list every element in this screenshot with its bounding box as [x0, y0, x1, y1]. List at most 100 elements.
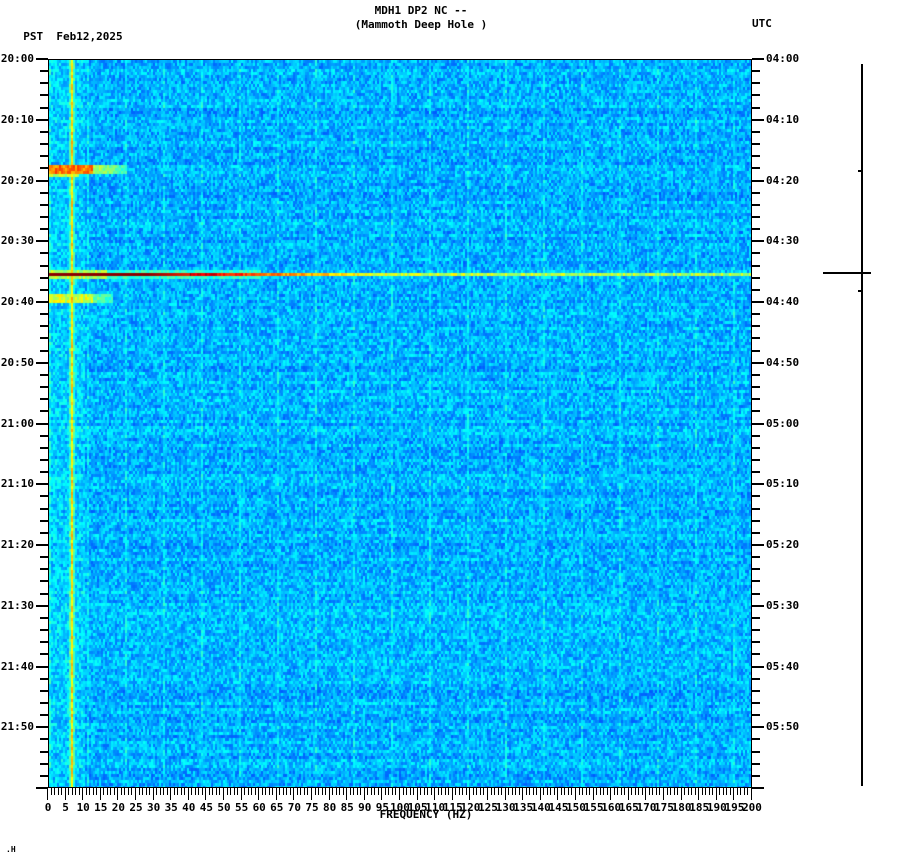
x-tick-minor — [578, 788, 580, 795]
x-tick-major — [399, 788, 400, 800]
x-tick-minor — [743, 788, 745, 795]
y-tick-minor-right — [752, 106, 760, 109]
x-tick-minor — [307, 788, 309, 795]
x-axis-label: 120 — [460, 801, 481, 814]
y-tick-minor-right — [752, 143, 760, 146]
x-axis-label: 155 — [583, 801, 604, 814]
x-tick-minor — [230, 788, 232, 795]
spectrogram-plot[interactable] — [48, 59, 752, 788]
time-cursor-crossbar[interactable] — [823, 272, 871, 274]
x-tick-minor — [142, 788, 144, 795]
x-tick-major — [610, 788, 612, 800]
x-tick-minor — [596, 788, 598, 795]
y-tick-minor-left — [40, 264, 48, 267]
x-tick-major — [557, 788, 559, 800]
y-tick-minor-left — [40, 203, 48, 206]
y-tick-minor-left — [40, 70, 48, 73]
x-tick-minor — [163, 788, 165, 795]
x-tick-minor — [50, 788, 52, 795]
x-tick-minor — [349, 788, 351, 795]
x-axis-label: 175 — [654, 801, 674, 814]
x-tick-minor — [490, 788, 492, 795]
x-tick-major — [275, 788, 277, 800]
x-axis-label: 130 — [495, 801, 516, 814]
y-tick-minor-left — [40, 714, 48, 717]
y-tick-major-left — [36, 301, 48, 303]
y-tick-major-left — [36, 787, 48, 789]
x-tick-minor — [61, 788, 63, 795]
x-tick-minor — [441, 788, 443, 795]
x-tick-minor — [726, 788, 728, 795]
y-tick-minor-left — [40, 94, 48, 97]
x-tick-major — [715, 788, 717, 800]
x-axis-label: 150 — [566, 801, 586, 814]
x-axis-label: 60 — [252, 801, 266, 814]
y-axis-label-utc: 04:10 — [766, 112, 800, 126]
spectrogram-image — [49, 60, 751, 787]
y-tick-minor-left — [40, 495, 48, 498]
y-tick-minor-right — [752, 568, 760, 571]
y-axis-label-pst: 21:40 — [0, 659, 34, 673]
x-tick-minor — [571, 788, 573, 795]
y-tick-major-left — [36, 240, 48, 243]
y-tick-minor-right — [752, 531, 760, 534]
x-axis-label: 80 — [322, 801, 337, 814]
y-tick-minor-right — [752, 228, 760, 231]
x-tick-minor — [367, 788, 369, 795]
y-axis-label-pst: 21:10 — [0, 477, 34, 491]
x-tick-minor — [687, 788, 689, 795]
x-tick-major — [328, 788, 330, 800]
y-tick-minor-right — [752, 629, 760, 632]
x-tick-minor — [173, 788, 175, 795]
x-axis-label: 65 — [270, 801, 284, 814]
x-tick-minor — [131, 788, 133, 795]
y-tick-minor-left — [40, 689, 48, 692]
x-tick-major — [363, 788, 365, 800]
x-tick-minor — [321, 788, 323, 795]
x-tick-minor — [430, 788, 432, 795]
x-tick-minor — [472, 788, 474, 795]
x-tick-minor — [370, 788, 372, 795]
x-axis-label: 145 — [548, 801, 569, 814]
x-axis-label: 70 — [287, 801, 302, 814]
y-tick-minor-left — [40, 616, 48, 619]
y-tick-minor-left — [40, 276, 48, 279]
y-axis-right — [752, 0, 842, 864]
y-tick-minor-left — [40, 556, 48, 559]
x-tick-minor — [634, 788, 636, 795]
x-tick-major — [135, 788, 136, 800]
x-tick-minor — [300, 788, 302, 795]
y-tick-minor-left — [40, 313, 48, 316]
x-tick-major — [47, 788, 48, 800]
x-tick-minor — [508, 788, 510, 795]
x-tick-minor — [465, 788, 467, 795]
y-axis-label-utc: 04:00 — [766, 52, 800, 65]
y-tick-minor-right — [752, 398, 760, 401]
x-axis-label: 35 — [164, 801, 178, 814]
x-tick-major — [487, 788, 488, 800]
x-tick-minor — [303, 788, 305, 795]
y-tick-minor-right — [752, 82, 760, 85]
x-axis-title: FREQUENCY (HZ) — [0, 808, 902, 821]
x-axis-label: 95 — [375, 801, 390, 814]
y-tick-minor-right — [752, 750, 760, 753]
x-tick-minor — [631, 788, 633, 795]
x-axis-label: 190 — [706, 801, 727, 814]
x-axis-label: 55 — [234, 801, 249, 814]
x-tick-minor — [54, 788, 56, 795]
x-tick-minor — [78, 788, 80, 795]
x-tick-minor — [529, 788, 531, 795]
x-axis-label: 195 — [724, 801, 745, 814]
y-tick-minor-right — [752, 325, 760, 328]
time-cursor-vertical-line[interactable] — [861, 64, 863, 786]
y-tick-major-right — [752, 483, 764, 486]
x-tick-minor — [437, 788, 439, 795]
y-axis-label-utc: 04:20 — [766, 173, 800, 187]
y-axis-label-pst: 20:00 — [0, 52, 34, 65]
y-axis-label-utc: 05:40 — [766, 659, 800, 673]
x-tick-minor — [603, 788, 605, 795]
x-tick-major — [469, 788, 471, 800]
y-tick-minor-left — [40, 143, 48, 146]
x-tick-minor — [409, 788, 411, 795]
x-tick-minor — [374, 788, 376, 795]
